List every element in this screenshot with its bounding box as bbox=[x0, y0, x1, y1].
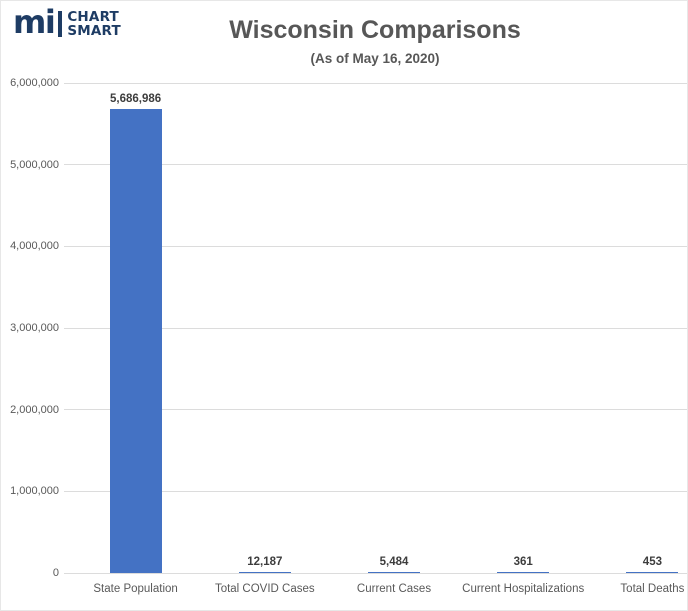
x-axis-category-label: Current Hospitalizations bbox=[462, 583, 585, 595]
chartsmart-logo: mi CHART SMART bbox=[13, 3, 121, 41]
bar-value-label: 5,686,986 bbox=[110, 92, 162, 105]
gridline bbox=[64, 245, 687, 247]
gridline bbox=[64, 82, 687, 84]
bar-current-cases bbox=[368, 571, 420, 573]
y-axis-tick-label: 3,000,000 bbox=[10, 322, 59, 334]
chart-title: Wisconsin Comparisons bbox=[229, 16, 521, 44]
bar-value-label: 5,484 bbox=[379, 555, 409, 568]
logo-line-chart: CHART bbox=[67, 9, 119, 25]
gridline bbox=[64, 572, 687, 574]
bar-current-hospitalizations bbox=[497, 571, 550, 573]
y-axis-tick-label: 5,000,000 bbox=[10, 158, 59, 171]
bar-state-population bbox=[109, 108, 162, 573]
y-axis-tick-label: 2,000,000 bbox=[10, 403, 59, 416]
logo-divider bbox=[58, 11, 63, 37]
bar-value-label: 361 bbox=[513, 555, 533, 568]
bar-total-covid-cases bbox=[238, 571, 291, 573]
bar-value-label: 12,187 bbox=[247, 555, 283, 568]
gridline bbox=[64, 490, 687, 492]
y-axis: 0 1,000,000 2,000,000 3,000,000 4,000,000 5,0… bbox=[1, 77, 59, 579]
chart-subtitle: (As of May 16, 2020) bbox=[310, 51, 440, 66]
logo-line-smart: SMART bbox=[67, 23, 121, 39]
gridline bbox=[64, 164, 687, 166]
y-axis-tick-label: 1,000,000 bbox=[10, 485, 59, 498]
x-axis-category-label: Total COVID Cases bbox=[214, 583, 315, 595]
bar-value-label: 453 bbox=[642, 555, 662, 568]
gridlines bbox=[64, 82, 687, 574]
plot-area: 5,686,986 State Population 12,187 Total COV… bbox=[71, 83, 687, 595]
x-axis-category-label: Current Cases bbox=[356, 583, 432, 595]
logo-mi-mark: mi bbox=[13, 3, 56, 41]
y-axis-tick-label: 4,000,000 bbox=[10, 240, 59, 253]
gridline bbox=[64, 409, 687, 411]
x-axis-category-label: State Population bbox=[93, 583, 178, 595]
gridline bbox=[64, 327, 687, 329]
x-axis-category-label: Total Deaths bbox=[620, 583, 685, 595]
bar-total-deaths bbox=[626, 571, 679, 573]
y-axis-tick-label: 0 bbox=[52, 567, 59, 579]
logo-wordmark: CHART SMART bbox=[67, 10, 121, 38]
y-axis-tick-label: 6,000,000 bbox=[10, 77, 59, 89]
